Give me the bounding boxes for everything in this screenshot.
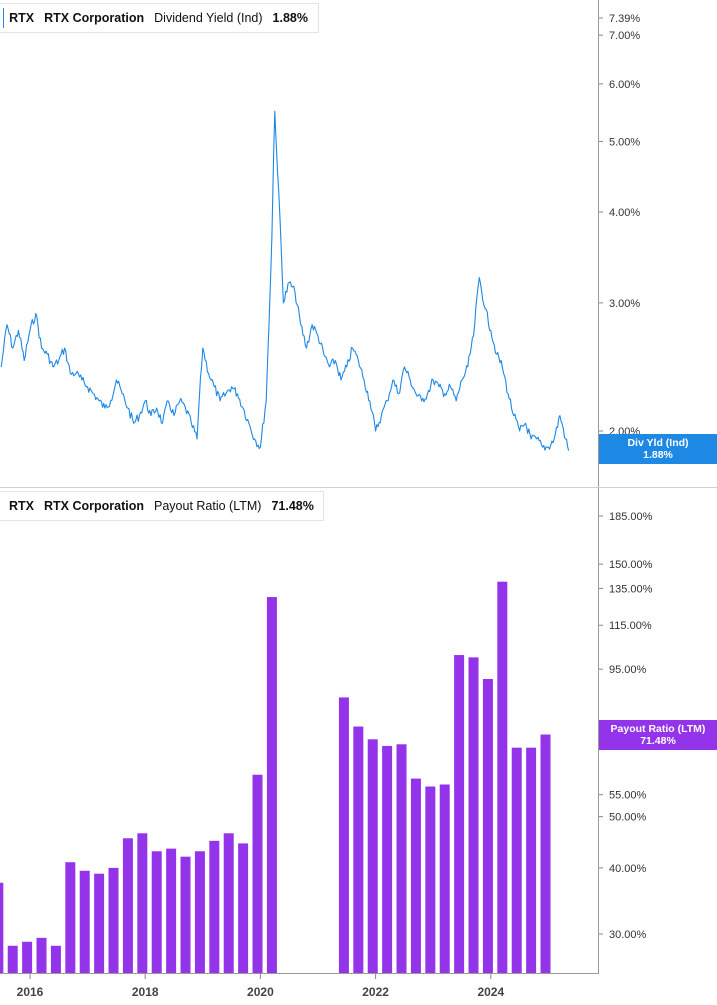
payout-ratio-bar bbox=[468, 657, 479, 973]
payout-ratio-bar bbox=[382, 745, 393, 973]
payout-ratio-bar bbox=[65, 862, 76, 973]
payout-ratio-bar bbox=[396, 744, 407, 973]
div-yield-value-tag: Div Yld (Ind) 1.88% bbox=[599, 434, 717, 464]
bottom-y-tick-label: 40.00% bbox=[609, 863, 647, 875]
payout-ratio-bar bbox=[137, 833, 148, 973]
bottom-y-tick-label: 115.00% bbox=[609, 620, 652, 632]
top-legend-metric: Dividend Yield (Ind) bbox=[154, 11, 263, 25]
bottom-y-tick-label: 185.00% bbox=[609, 511, 653, 523]
bottom-y-tick-label: 95.00% bbox=[609, 664, 647, 676]
payout-ratio-bar bbox=[410, 778, 421, 973]
div-yield-tag-label: Div Yld (Ind) bbox=[627, 437, 689, 449]
x-tick-label: 2024 bbox=[477, 985, 504, 999]
x-tick-label: 2018 bbox=[132, 985, 159, 999]
bottom-legend-value: 71.48% bbox=[271, 499, 314, 513]
bottom-y-tick-label: 150.00% bbox=[609, 559, 653, 571]
bottom-legend: RTX RTX Corporation Payout Ratio (LTM) 7… bbox=[0, 491, 324, 521]
payout-ratio-tag-label: Payout Ratio (LTM) bbox=[610, 723, 706, 735]
payout-ratio-bar bbox=[108, 867, 119, 973]
payout-ratio-bar bbox=[511, 747, 522, 973]
payout-ratio-bar bbox=[94, 873, 105, 973]
payout-ratio-bar bbox=[122, 838, 133, 973]
bottom-y-tick-label: 30.00% bbox=[609, 929, 647, 941]
top-y-tick-label: 5.00% bbox=[609, 136, 640, 148]
payout-ratio-bar bbox=[7, 945, 18, 973]
top-y-tick-label: 7.39% bbox=[609, 13, 640, 25]
payout-ratio-bar bbox=[482, 679, 493, 973]
bottom-legend-company: RTX Corporation bbox=[44, 499, 144, 513]
payout-ratio-bar bbox=[223, 833, 234, 973]
payout-ratio-bar bbox=[151, 851, 162, 973]
top-panel-plot: 7.39%7.00%6.00%5.00%4.00%3.00%2.00% bbox=[0, 13, 640, 451]
payout-ratio-bar bbox=[194, 851, 205, 973]
bottom-y-tick-label: 55.00% bbox=[609, 790, 647, 802]
payout-ratio-value-tag: Payout Ratio (LTM) 71.48% bbox=[599, 720, 717, 750]
top-y-tick-label: 7.00% bbox=[609, 30, 640, 42]
payout-ratio-bar bbox=[36, 937, 47, 973]
payout-ratio-bar bbox=[0, 882, 4, 973]
payout-ratio-bar bbox=[209, 840, 220, 973]
payout-ratio-bar bbox=[252, 774, 263, 973]
payout-ratio-bar bbox=[540, 734, 551, 973]
top-legend-ticker: RTX bbox=[9, 11, 35, 25]
payout-ratio-bar bbox=[338, 697, 349, 973]
div-yield-tag-value: 1.88% bbox=[643, 449, 673, 461]
bottom-panel-plot: 185.00%150.00%135.00%115.00%95.00%75.00%… bbox=[0, 511, 653, 973]
payout-ratio-bar bbox=[439, 784, 450, 973]
x-tick-label: 2022 bbox=[362, 985, 389, 999]
payout-ratio-bar bbox=[497, 581, 508, 973]
bottom-legend-metric: Payout Ratio (LTM) bbox=[154, 499, 262, 513]
top-y-tick-label: 3.00% bbox=[609, 298, 640, 310]
payout-ratio-bar bbox=[180, 856, 191, 973]
bottom-legend-ticker: RTX bbox=[9, 499, 34, 513]
bottom-y-tick-label: 135.00% bbox=[609, 583, 653, 595]
payout-ratio-bar bbox=[367, 739, 378, 973]
top-y-tick-label: 6.00% bbox=[609, 79, 640, 91]
top-legend: RTX RTX Corporation Dividend Yield (Ind)… bbox=[0, 3, 319, 33]
payout-ratio-bar bbox=[50, 945, 61, 973]
payout-ratio-bar bbox=[425, 786, 436, 973]
payout-ratio-bar bbox=[353, 726, 364, 973]
payout-ratio-bar bbox=[79, 870, 90, 973]
payout-ratio-bar bbox=[238, 843, 249, 973]
top-legend-value: 1.88% bbox=[272, 11, 308, 25]
payout-ratio-bar bbox=[526, 747, 537, 973]
x-tick-label: 2020 bbox=[247, 985, 274, 999]
payout-ratio-bar bbox=[22, 941, 33, 973]
payout-ratio-bar bbox=[454, 655, 465, 973]
payout-ratio-bar bbox=[166, 848, 177, 973]
top-y-tick-label: 4.00% bbox=[609, 207, 640, 219]
payout-ratio-bar bbox=[266, 597, 277, 973]
bottom-y-tick-label: 50.00% bbox=[609, 812, 647, 824]
dividend-yield-line bbox=[0, 110, 570, 451]
x-tick-label: 2016 bbox=[17, 985, 44, 999]
top-legend-company: RTX Corporation bbox=[44, 11, 145, 25]
payout-ratio-tag-value: 71.48% bbox=[640, 735, 676, 747]
